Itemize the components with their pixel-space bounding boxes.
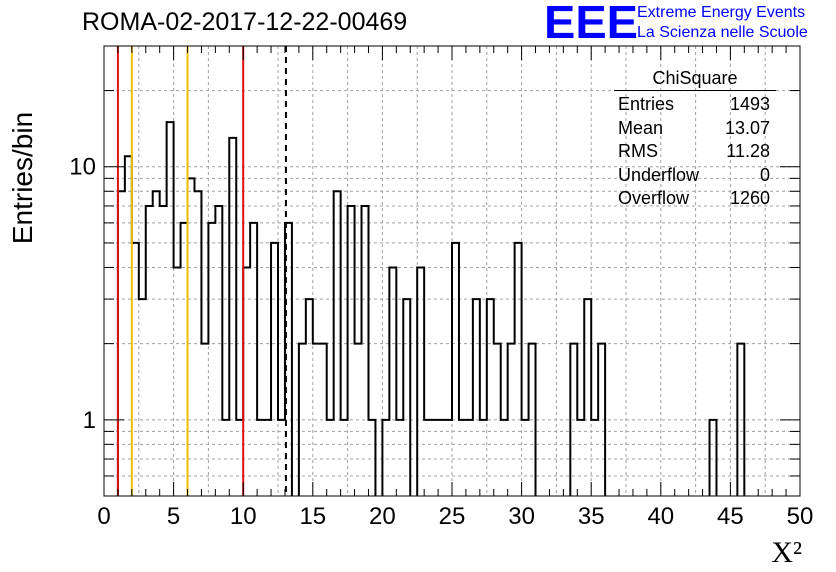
histogram-bin (389, 267, 396, 496)
histogram-bin (473, 299, 480, 496)
x-tick-label: 0 (97, 503, 110, 530)
logo-line-1: Extreme Energy Events (637, 4, 806, 21)
histogram-bin (403, 299, 410, 496)
histogram-bin (139, 299, 146, 496)
x-tick-label: 45 (717, 503, 744, 530)
histogram-bin (306, 299, 313, 496)
histogram-bin (215, 206, 222, 496)
histogram-bin (417, 267, 424, 496)
x-tick-label: 15 (299, 503, 326, 530)
histogram-bin (146, 206, 153, 496)
y-axis-label: Entries/bin (7, 112, 38, 244)
stats-label: Overflow (618, 188, 690, 208)
histogram-bin (188, 178, 195, 496)
stats-row-rms: RMS 11.28 (610, 140, 780, 164)
x-tick-label: 5 (167, 503, 180, 530)
histogram-bin (362, 206, 369, 496)
histogram-bin (125, 156, 132, 496)
histogram-bin (250, 223, 257, 496)
stats-label: Entries (618, 94, 675, 114)
histogram-bin (452, 243, 459, 496)
marker-lines (116, 46, 287, 496)
stats-value: 11.28 (726, 141, 770, 161)
stats-row-entries: Entries 1493 (610, 93, 780, 117)
stats-label: Mean (618, 117, 664, 138)
histogram-bin (208, 223, 215, 496)
histogram-bars (116, 121, 746, 496)
stats-row-underflow: Underflow 0 (610, 164, 780, 188)
stats-box: ChiSquare Entries 1493 Mean 13.07 RMS 11… (610, 66, 780, 211)
histogram-bin (181, 223, 188, 496)
logo-text: EEE (544, 0, 638, 44)
histogram-bin (348, 206, 355, 496)
eee-logo: EEE (544, 0, 638, 44)
x-tick-label: 20 (369, 503, 396, 530)
logo-line-2: La Scienza nelle Scuole (637, 24, 808, 41)
histogram-bin (584, 299, 591, 496)
stats-title: ChiSquare (614, 66, 776, 91)
y-tick-label: 1 (83, 407, 96, 434)
x-tick-label: 25 (439, 503, 466, 530)
tick-labels: 0 5 10 15 20 25 30 35 40 45 50 1 10 (69, 154, 813, 530)
stats-label: Underflow (618, 164, 700, 185)
histogram-bin (487, 299, 494, 496)
histogram-bin (132, 243, 139, 496)
histogram-bin (271, 243, 278, 496)
stats-row-mean: Mean 13.07 (610, 117, 780, 141)
x-tick-label: 50 (787, 503, 814, 530)
x-tick-label: 30 (508, 503, 535, 530)
histogram-bin (515, 243, 522, 496)
stats-row-overflow: Overflow 1260 (610, 187, 780, 211)
stats-label: RMS (618, 141, 658, 161)
y-tick-label: 10 (69, 154, 96, 181)
stats-value: 1260 (729, 188, 770, 208)
stats-value: 0 (759, 164, 770, 185)
histogram-outline (116, 121, 746, 496)
x-tick-label: 40 (647, 503, 674, 530)
axis-ticks (103, 45, 801, 496)
x-axis-label: X² (771, 536, 802, 569)
histogram-bin (160, 206, 167, 496)
x-tick-label: 35 (578, 503, 605, 530)
stats-value: 1493 (729, 94, 770, 114)
histogram-bin (174, 267, 181, 496)
histogram-bin (243, 267, 250, 496)
chart-title: ROMA-02-2017-12-22-00469 (82, 8, 408, 36)
stats-value: 13.07 (724, 117, 770, 138)
x-tick-label: 10 (230, 503, 257, 530)
